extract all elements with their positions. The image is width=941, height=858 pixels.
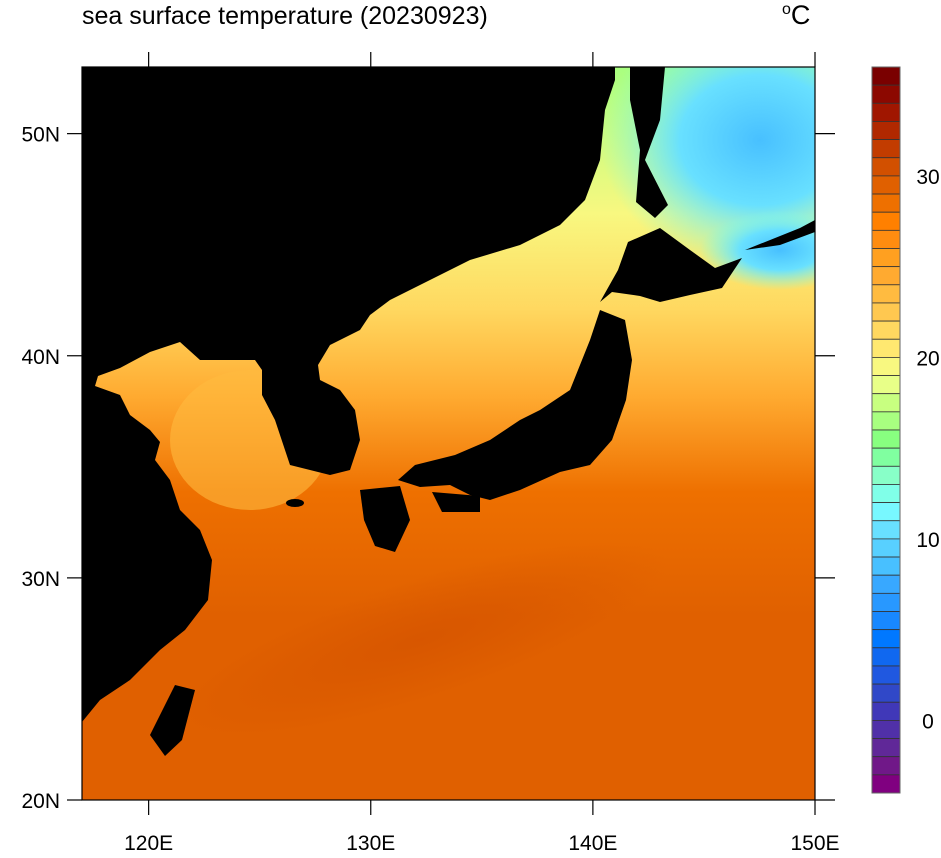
- colorbar-box: [871, 774, 901, 794]
- colorbar-box: [871, 574, 901, 594]
- land: [82, 67, 815, 756]
- colorbar-label: 20: [916, 347, 939, 370]
- colorbar-box: [871, 84, 901, 104]
- colorbar-box: [871, 338, 901, 358]
- colorbar-box: [871, 266, 901, 286]
- colorbar-box: [871, 139, 901, 159]
- colorbar-box: [871, 756, 901, 776]
- colorbar-box: [871, 302, 901, 322]
- map-frame: [81, 66, 816, 801]
- x-tick-label: 150E: [790, 832, 839, 855]
- colorbar-box: [871, 66, 901, 86]
- colorbar-frame: [871, 66, 901, 794]
- colorbar-label: 0: [922, 710, 934, 733]
- colorbar-box: [871, 320, 901, 340]
- colorbar-box: [871, 502, 901, 522]
- y-tick-label: 30N: [21, 568, 60, 591]
- land-taiwan: [150, 685, 195, 756]
- colorbar-box: [871, 102, 901, 122]
- colorbar-box: [871, 701, 901, 721]
- colorbar-label: 30: [916, 166, 939, 189]
- colorbar-box: [871, 738, 901, 758]
- colorbar-box: [871, 411, 901, 431]
- colorbar-box: [871, 229, 901, 249]
- colorbar-box: [871, 211, 901, 231]
- colorbar-box: [871, 647, 901, 667]
- colorbar-box: [871, 611, 901, 631]
- colorbar-box: [871, 356, 901, 376]
- colorbar: 0 10 20 30: [871, 66, 940, 794]
- colorbar-box: [871, 447, 901, 467]
- units-label: oC: [782, 0, 811, 30]
- colorbar-box: [871, 592, 901, 612]
- colorbar-box: [871, 157, 901, 177]
- y-tick-label: 20N: [21, 790, 60, 813]
- colorbar-box: [871, 375, 901, 395]
- colorbar-box: [871, 538, 901, 558]
- y-tick-label: 50N: [21, 124, 60, 147]
- x-tick-label: 130E: [346, 832, 395, 855]
- colorbar-box: [871, 484, 901, 504]
- colorbar-box: [871, 175, 901, 195]
- colorbar-box: [871, 465, 901, 485]
- x-tick-label: 120E: [124, 832, 173, 855]
- colorbar-box: [871, 193, 901, 213]
- land-shikoku: [432, 492, 480, 512]
- land-kuril: [745, 220, 815, 250]
- map-axes: 120E 130E 140E 150E 20N 30N 40N 50N: [21, 52, 840, 855]
- land-asia-mainland: [82, 67, 615, 722]
- x-tick-label: 140E: [568, 832, 617, 855]
- colorbar-box: [871, 248, 901, 268]
- land-hokkaido: [600, 228, 742, 302]
- colorbar-box: [871, 121, 901, 140]
- warm-band: [172, 541, 668, 739]
- colorbar-box: [871, 393, 901, 413]
- land-jeju: [286, 499, 304, 507]
- land-kyushu: [360, 486, 410, 552]
- land-sakhalin: [630, 67, 668, 218]
- land-honshu: [398, 310, 632, 500]
- colorbar-box: [871, 556, 901, 576]
- colorbar-box: [871, 683, 901, 703]
- colorbar-box: [871, 520, 901, 540]
- colorbar-box: [871, 665, 901, 685]
- colorbar-label: 10: [916, 529, 939, 552]
- colorbar-box: [871, 284, 901, 304]
- y-tick-label: 40N: [21, 346, 60, 369]
- colorbar-box: [871, 720, 901, 739]
- map-area: [82, 67, 815, 800]
- colorbar-box: [871, 429, 901, 449]
- map-title: sea surface temperature (20230923): [82, 2, 488, 30]
- colorbar-box: [871, 629, 901, 649]
